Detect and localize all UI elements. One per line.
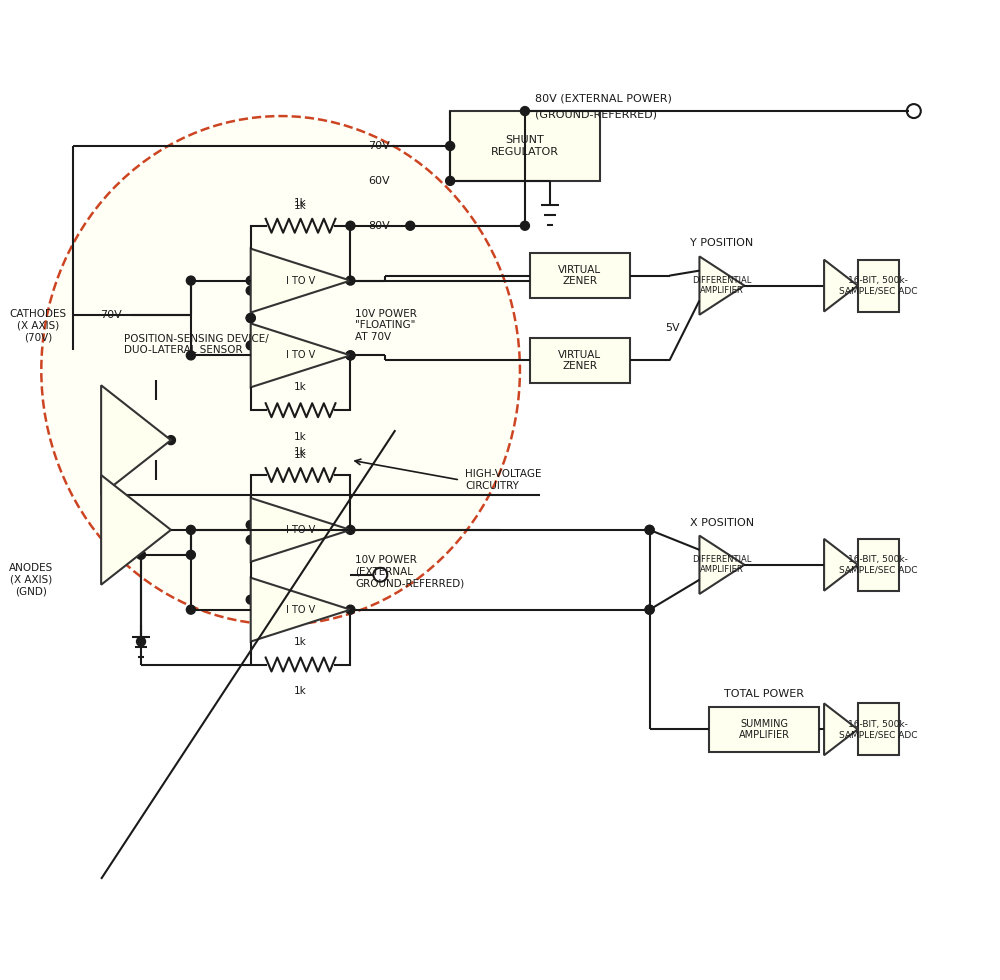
Text: 10V POWER
"FLOATING"
AT 70V: 10V POWER "FLOATING" AT 70V xyxy=(355,309,417,342)
Text: 10V POWER
(EXTERNAL
GROUND-REFERRED): 10V POWER (EXTERNAL GROUND-REFERRED) xyxy=(355,555,465,588)
Text: 16-BIT, 500k-
SAMPLE/SEC ADC: 16-BIT, 500k- SAMPLE/SEC ADC xyxy=(839,719,917,739)
Circle shape xyxy=(137,551,146,560)
Text: VIRTUAL
ZENER: VIRTUAL ZENER xyxy=(558,265,601,286)
Circle shape xyxy=(246,286,255,295)
Text: CATHODES
(X AXIS)
(70V): CATHODES (X AXIS) (70V) xyxy=(9,309,67,342)
Circle shape xyxy=(186,551,195,560)
Circle shape xyxy=(166,436,175,445)
Circle shape xyxy=(246,314,255,322)
Text: DIFFERENTIAL
AMPLIFIER: DIFFERENTIAL AMPLIFIER xyxy=(692,555,752,574)
Circle shape xyxy=(246,276,255,285)
Circle shape xyxy=(246,595,255,605)
Text: X POSITION: X POSITION xyxy=(690,517,754,527)
FancyBboxPatch shape xyxy=(530,338,630,383)
Polygon shape xyxy=(251,249,350,313)
Text: 80V (EXTERNAL POWER): 80V (EXTERNAL POWER) xyxy=(535,93,672,103)
Polygon shape xyxy=(251,578,350,642)
Text: 1k: 1k xyxy=(294,686,307,697)
Circle shape xyxy=(137,637,146,646)
Ellipse shape xyxy=(41,116,520,624)
Polygon shape xyxy=(251,323,350,387)
Polygon shape xyxy=(699,536,744,594)
Circle shape xyxy=(186,525,195,534)
Circle shape xyxy=(346,351,355,360)
Polygon shape xyxy=(824,539,858,591)
Circle shape xyxy=(186,606,195,614)
Polygon shape xyxy=(101,385,171,495)
Text: DIFFERENTIAL
AMPLIFIER: DIFFERENTIAL AMPLIFIER xyxy=(692,276,752,295)
Text: 1k: 1k xyxy=(294,447,307,457)
Text: 60V: 60V xyxy=(369,175,390,186)
Circle shape xyxy=(246,520,255,529)
Circle shape xyxy=(246,314,255,322)
Text: SHUNT
REGULATOR: SHUNT REGULATOR xyxy=(491,135,559,157)
Circle shape xyxy=(520,107,529,116)
Circle shape xyxy=(346,525,355,534)
Text: 5V: 5V xyxy=(665,323,679,333)
Circle shape xyxy=(246,341,255,350)
Circle shape xyxy=(246,535,255,544)
Polygon shape xyxy=(251,498,350,562)
Circle shape xyxy=(645,525,654,534)
Circle shape xyxy=(645,606,654,614)
Text: I TO V: I TO V xyxy=(286,351,315,361)
FancyBboxPatch shape xyxy=(450,111,600,181)
Text: VIRTUAL
ZENER: VIRTUAL ZENER xyxy=(558,350,601,371)
Text: 1k: 1k xyxy=(294,382,307,392)
Text: 1k: 1k xyxy=(294,198,307,208)
Text: SUMMING
AMPLIFIER: SUMMING AMPLIFIER xyxy=(739,718,790,740)
Circle shape xyxy=(373,567,387,582)
Polygon shape xyxy=(858,704,899,756)
Text: 70V: 70V xyxy=(100,311,122,320)
Text: Y POSITION: Y POSITION xyxy=(690,238,753,249)
Text: 80V: 80V xyxy=(369,220,390,230)
Circle shape xyxy=(186,276,195,285)
Text: TOTAL POWER: TOTAL POWER xyxy=(724,689,804,699)
Text: 16-BIT, 500k-
SAMPLE/SEC ADC: 16-BIT, 500k- SAMPLE/SEC ADC xyxy=(839,276,917,295)
Text: 16-BIT, 500k-
SAMPLE/SEC ADC: 16-BIT, 500k- SAMPLE/SEC ADC xyxy=(839,555,917,574)
Circle shape xyxy=(186,351,195,360)
FancyBboxPatch shape xyxy=(530,253,630,298)
Circle shape xyxy=(346,276,355,285)
Text: ANODES
(X AXIS)
(GND): ANODES (X AXIS) (GND) xyxy=(9,564,54,597)
Polygon shape xyxy=(858,539,899,591)
FancyBboxPatch shape xyxy=(709,707,819,752)
Text: 1k: 1k xyxy=(294,637,307,647)
Text: I TO V: I TO V xyxy=(286,275,315,285)
Circle shape xyxy=(346,221,355,230)
Text: I TO V: I TO V xyxy=(286,525,315,535)
Polygon shape xyxy=(824,704,858,756)
Text: I TO V: I TO V xyxy=(286,605,315,614)
Circle shape xyxy=(645,606,654,614)
Circle shape xyxy=(645,525,654,534)
Polygon shape xyxy=(824,260,858,312)
Text: 70V: 70V xyxy=(369,141,390,151)
Text: HIGH-VOLTAGE
CIRCUITRY: HIGH-VOLTAGE CIRCUITRY xyxy=(465,469,542,491)
Polygon shape xyxy=(858,260,899,312)
Circle shape xyxy=(446,141,455,151)
Polygon shape xyxy=(699,257,744,315)
Circle shape xyxy=(520,221,529,230)
Text: POSITION-SENSING DEVICE/
DUO-LATERAL SENSOR: POSITION-SENSING DEVICE/ DUO-LATERAL SEN… xyxy=(124,334,269,356)
Text: (GROUND-REFERRED): (GROUND-REFERRED) xyxy=(535,109,657,119)
Circle shape xyxy=(907,104,921,118)
Circle shape xyxy=(406,221,415,230)
Text: 1k: 1k xyxy=(294,432,307,442)
Text: 1k: 1k xyxy=(294,450,307,460)
Circle shape xyxy=(446,176,455,185)
Polygon shape xyxy=(101,475,171,585)
Text: 1k: 1k xyxy=(294,201,307,211)
Circle shape xyxy=(346,606,355,614)
Circle shape xyxy=(346,351,355,360)
